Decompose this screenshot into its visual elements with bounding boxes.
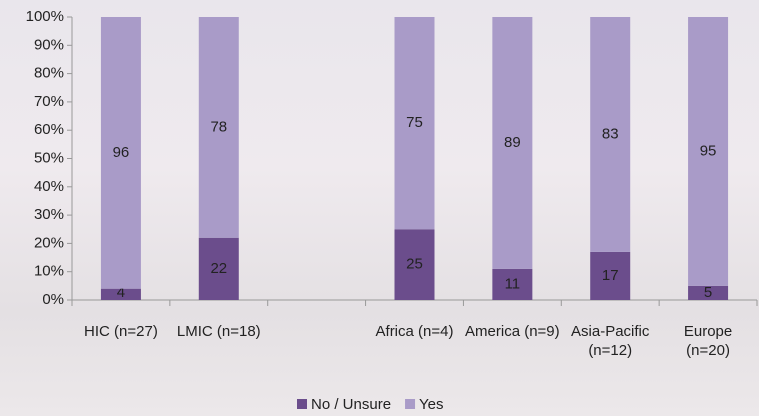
x-tick-label: LMIC (n=18)	[171, 322, 267, 341]
data-label: 25	[406, 256, 423, 273]
x-tick-label: Asia-Pacific (n=12)	[562, 322, 658, 360]
legend-swatch	[297, 399, 307, 409]
legend-swatch	[405, 399, 415, 409]
x-tick-label: HIC (n=27)	[73, 322, 169, 341]
x-tick-label: America (n=9)	[464, 322, 560, 341]
y-tick-label: 20%	[34, 234, 64, 251]
y-tick-label: 40%	[34, 178, 64, 195]
x-tick-label: Europe (n=20)	[660, 322, 756, 360]
data-label: 11	[505, 275, 521, 292]
legend-label: No / Unsure	[311, 396, 391, 413]
data-label: 96	[113, 144, 130, 161]
data-label: 95	[700, 142, 717, 159]
y-tick-label: 80%	[34, 65, 64, 82]
data-label: 75	[406, 114, 423, 131]
data-label: 89	[504, 134, 521, 151]
data-label: 5	[704, 284, 712, 301]
data-label: 17	[602, 267, 619, 284]
data-label: 83	[602, 125, 619, 142]
y-tick-label: 0%	[42, 291, 64, 308]
data-label: 78	[210, 118, 227, 135]
y-tick-label: 30%	[34, 206, 64, 223]
y-tick-label: 50%	[34, 149, 64, 166]
y-tick-label: 60%	[34, 121, 64, 138]
y-tick-label: 100%	[26, 8, 64, 25]
y-tick-label: 90%	[34, 36, 64, 53]
data-label: 22	[210, 260, 227, 277]
legend-label: Yes	[419, 396, 443, 413]
y-tick-label: 70%	[34, 93, 64, 110]
x-tick-label: Africa (n=4)	[367, 322, 463, 341]
page: 0%10%20%30%40%50%60%70%80%90%100%4962278…	[0, 0, 759, 416]
y-tick-label: 10%	[34, 263, 64, 280]
